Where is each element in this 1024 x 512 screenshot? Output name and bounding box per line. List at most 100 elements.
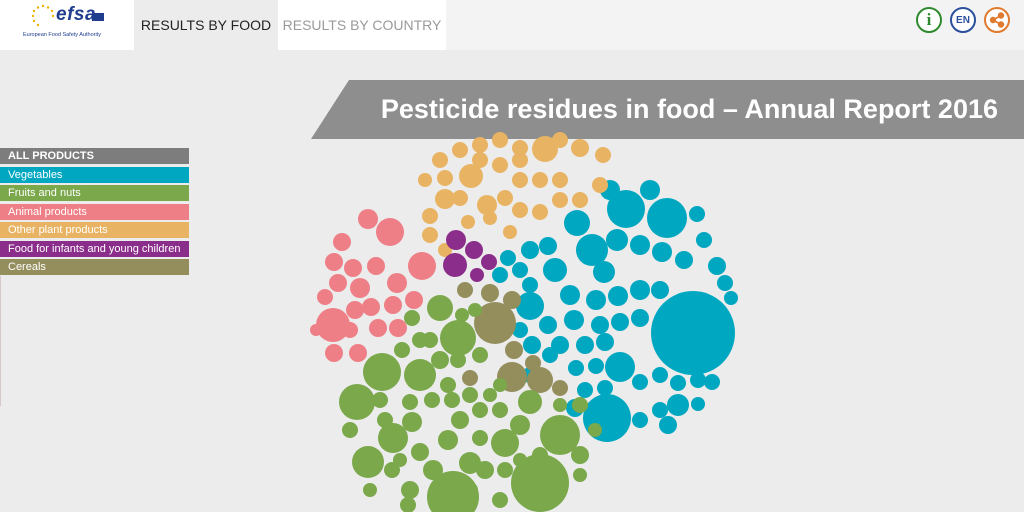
bubble-animal-products[interactable]: [369, 319, 387, 337]
bubble-other-plant-products[interactable]: [452, 142, 468, 158]
bubble-food-for-infants[interactable]: [465, 241, 483, 259]
bubble-fruits-and-nuts[interactable]: [493, 378, 507, 392]
bubble-cereals[interactable]: [525, 355, 541, 371]
bubble-vegetables[interactable]: [492, 267, 508, 283]
bubble-animal-products[interactable]: [325, 253, 343, 271]
bubble-fruits-and-nuts[interactable]: [553, 398, 567, 412]
bubble-vegetables[interactable]: [631, 309, 649, 327]
bubble-animal-products[interactable]: [408, 252, 436, 280]
bubble-food-for-infants[interactable]: [470, 268, 484, 282]
category-all-products[interactable]: ALL PRODUCTS: [0, 148, 189, 164]
bubble-cereals[interactable]: [552, 380, 568, 396]
bubble-fruits-and-nuts[interactable]: [573, 468, 587, 482]
bubble-fruits-and-nuts[interactable]: [431, 351, 449, 369]
bubble-fruits-and-nuts[interactable]: [532, 447, 548, 463]
bubble-fruits-and-nuts[interactable]: [472, 430, 488, 446]
bubble-vegetables[interactable]: [539, 237, 557, 255]
bubble-fruits-and-nuts[interactable]: [451, 411, 469, 429]
bubble-fruits-and-nuts[interactable]: [540, 415, 580, 455]
bubble-fruits-and-nuts[interactable]: [440, 320, 476, 356]
bubble-animal-products[interactable]: [344, 259, 362, 277]
bubble-fruits-and-nuts[interactable]: [510, 415, 530, 435]
bubble-fruits-and-nuts[interactable]: [404, 359, 436, 391]
bubble-other-plant-products[interactable]: [532, 136, 558, 162]
bubble-vegetables[interactable]: [593, 261, 615, 283]
bubble-vegetables[interactable]: [500, 250, 516, 266]
bubble-animal-products[interactable]: [342, 322, 358, 338]
bubble-fruits-and-nuts[interactable]: [402, 394, 418, 410]
bubble-vegetables[interactable]: [605, 352, 635, 382]
bubble-fruits-and-nuts[interactable]: [438, 430, 458, 450]
bubble-vegetables[interactable]: [651, 291, 735, 375]
category-animal-products[interactable]: Animal products: [0, 203, 189, 220]
bubble-vegetables[interactable]: [652, 367, 668, 383]
bubble-other-plant-products[interactable]: [435, 189, 455, 209]
bubble-vegetables[interactable]: [607, 190, 645, 228]
category-vegetables[interactable]: Vegetables: [0, 166, 189, 183]
bubble-vegetables[interactable]: [640, 180, 660, 200]
bubble-other-plant-products[interactable]: [472, 137, 488, 153]
bubble-vegetables[interactable]: [564, 310, 584, 330]
bubble-vegetables[interactable]: [596, 333, 614, 351]
bubble-animal-products[interactable]: [387, 273, 407, 293]
bubble-fruits-and-nuts[interactable]: [472, 347, 488, 363]
bubble-other-plant-products[interactable]: [512, 140, 528, 156]
bubble-fruits-and-nuts[interactable]: [377, 412, 393, 428]
bubble-cereals[interactable]: [462, 370, 478, 386]
bubble-other-plant-products[interactable]: [432, 152, 448, 168]
bubble-vegetables[interactable]: [691, 397, 705, 411]
bubble-other-plant-products[interactable]: [472, 152, 488, 168]
bubble-animal-products[interactable]: [367, 257, 385, 275]
bubble-fruits-and-nuts[interactable]: [363, 353, 401, 391]
bubble-fruits-and-nuts[interactable]: [462, 482, 478, 498]
bubble-vegetables[interactable]: [512, 322, 528, 338]
bubble-animal-products[interactable]: [310, 324, 322, 336]
bubble-fruits-and-nuts[interactable]: [427, 295, 453, 321]
bubble-fruits-and-nuts[interactable]: [401, 481, 419, 499]
bubble-vegetables[interactable]: [708, 257, 726, 275]
bubble-other-plant-products[interactable]: [552, 172, 568, 188]
bubble-other-plant-products[interactable]: [492, 132, 508, 148]
bubble-other-plant-products[interactable]: [422, 208, 438, 224]
bubble-vegetables[interactable]: [652, 242, 672, 262]
bubble-vegetables[interactable]: [689, 206, 705, 222]
bubble-cereals[interactable]: [503, 291, 521, 309]
info-button[interactable]: i: [916, 7, 942, 33]
bubble-other-plant-products[interactable]: [461, 215, 475, 229]
bubble-vegetables[interactable]: [717, 275, 733, 291]
bubble-cereals[interactable]: [457, 282, 473, 298]
bubble-fruits-and-nuts[interactable]: [363, 483, 377, 497]
bubble-animal-products[interactable]: [362, 298, 380, 316]
bubble-animal-products[interactable]: [317, 289, 333, 305]
bubble-animal-products[interactable]: [329, 274, 347, 292]
bubble-vegetables[interactable]: [512, 262, 528, 278]
bubble-vegetables[interactable]: [675, 251, 693, 269]
bubble-other-plant-products[interactable]: [497, 190, 513, 206]
bubble-fruits-and-nuts[interactable]: [468, 303, 482, 317]
bubble-vegetables[interactable]: [632, 374, 648, 390]
bubble-fruits-and-nuts[interactable]: [518, 390, 542, 414]
bubble-animal-products[interactable]: [316, 308, 350, 342]
bubble-vegetables[interactable]: [560, 285, 580, 305]
bubble-vegetables[interactable]: [576, 336, 594, 354]
bubble-vegetables[interactable]: [670, 375, 686, 391]
bubble-other-plant-products[interactable]: [422, 227, 438, 243]
bubble-fruits-and-nuts[interactable]: [472, 402, 488, 418]
tab-results-by-food[interactable]: RESULTS BY FOOD: [134, 0, 278, 50]
bubble-fruits-and-nuts[interactable]: [492, 402, 508, 418]
bubble-other-plant-products[interactable]: [452, 190, 468, 206]
bubble-cereals[interactable]: [505, 341, 523, 359]
bubble-fruits-and-nuts[interactable]: [423, 460, 443, 480]
bubble-food-for-infants[interactable]: [481, 254, 497, 270]
bubble-vegetables[interactable]: [522, 277, 538, 293]
bubble-animal-products[interactable]: [376, 218, 404, 246]
bubble-other-plant-products[interactable]: [503, 225, 517, 239]
bubble-other-plant-products[interactable]: [595, 147, 611, 163]
bubble-other-plant-products[interactable]: [572, 192, 588, 208]
bubble-vegetables[interactable]: [539, 316, 557, 334]
bubble-other-plant-products[interactable]: [571, 139, 589, 157]
bubble-vegetables[interactable]: [597, 380, 613, 396]
bubble-fruits-and-nuts[interactable]: [342, 422, 358, 438]
bubble-vegetables[interactable]: [608, 286, 628, 306]
bubble-fruits-and-nuts[interactable]: [384, 462, 400, 478]
